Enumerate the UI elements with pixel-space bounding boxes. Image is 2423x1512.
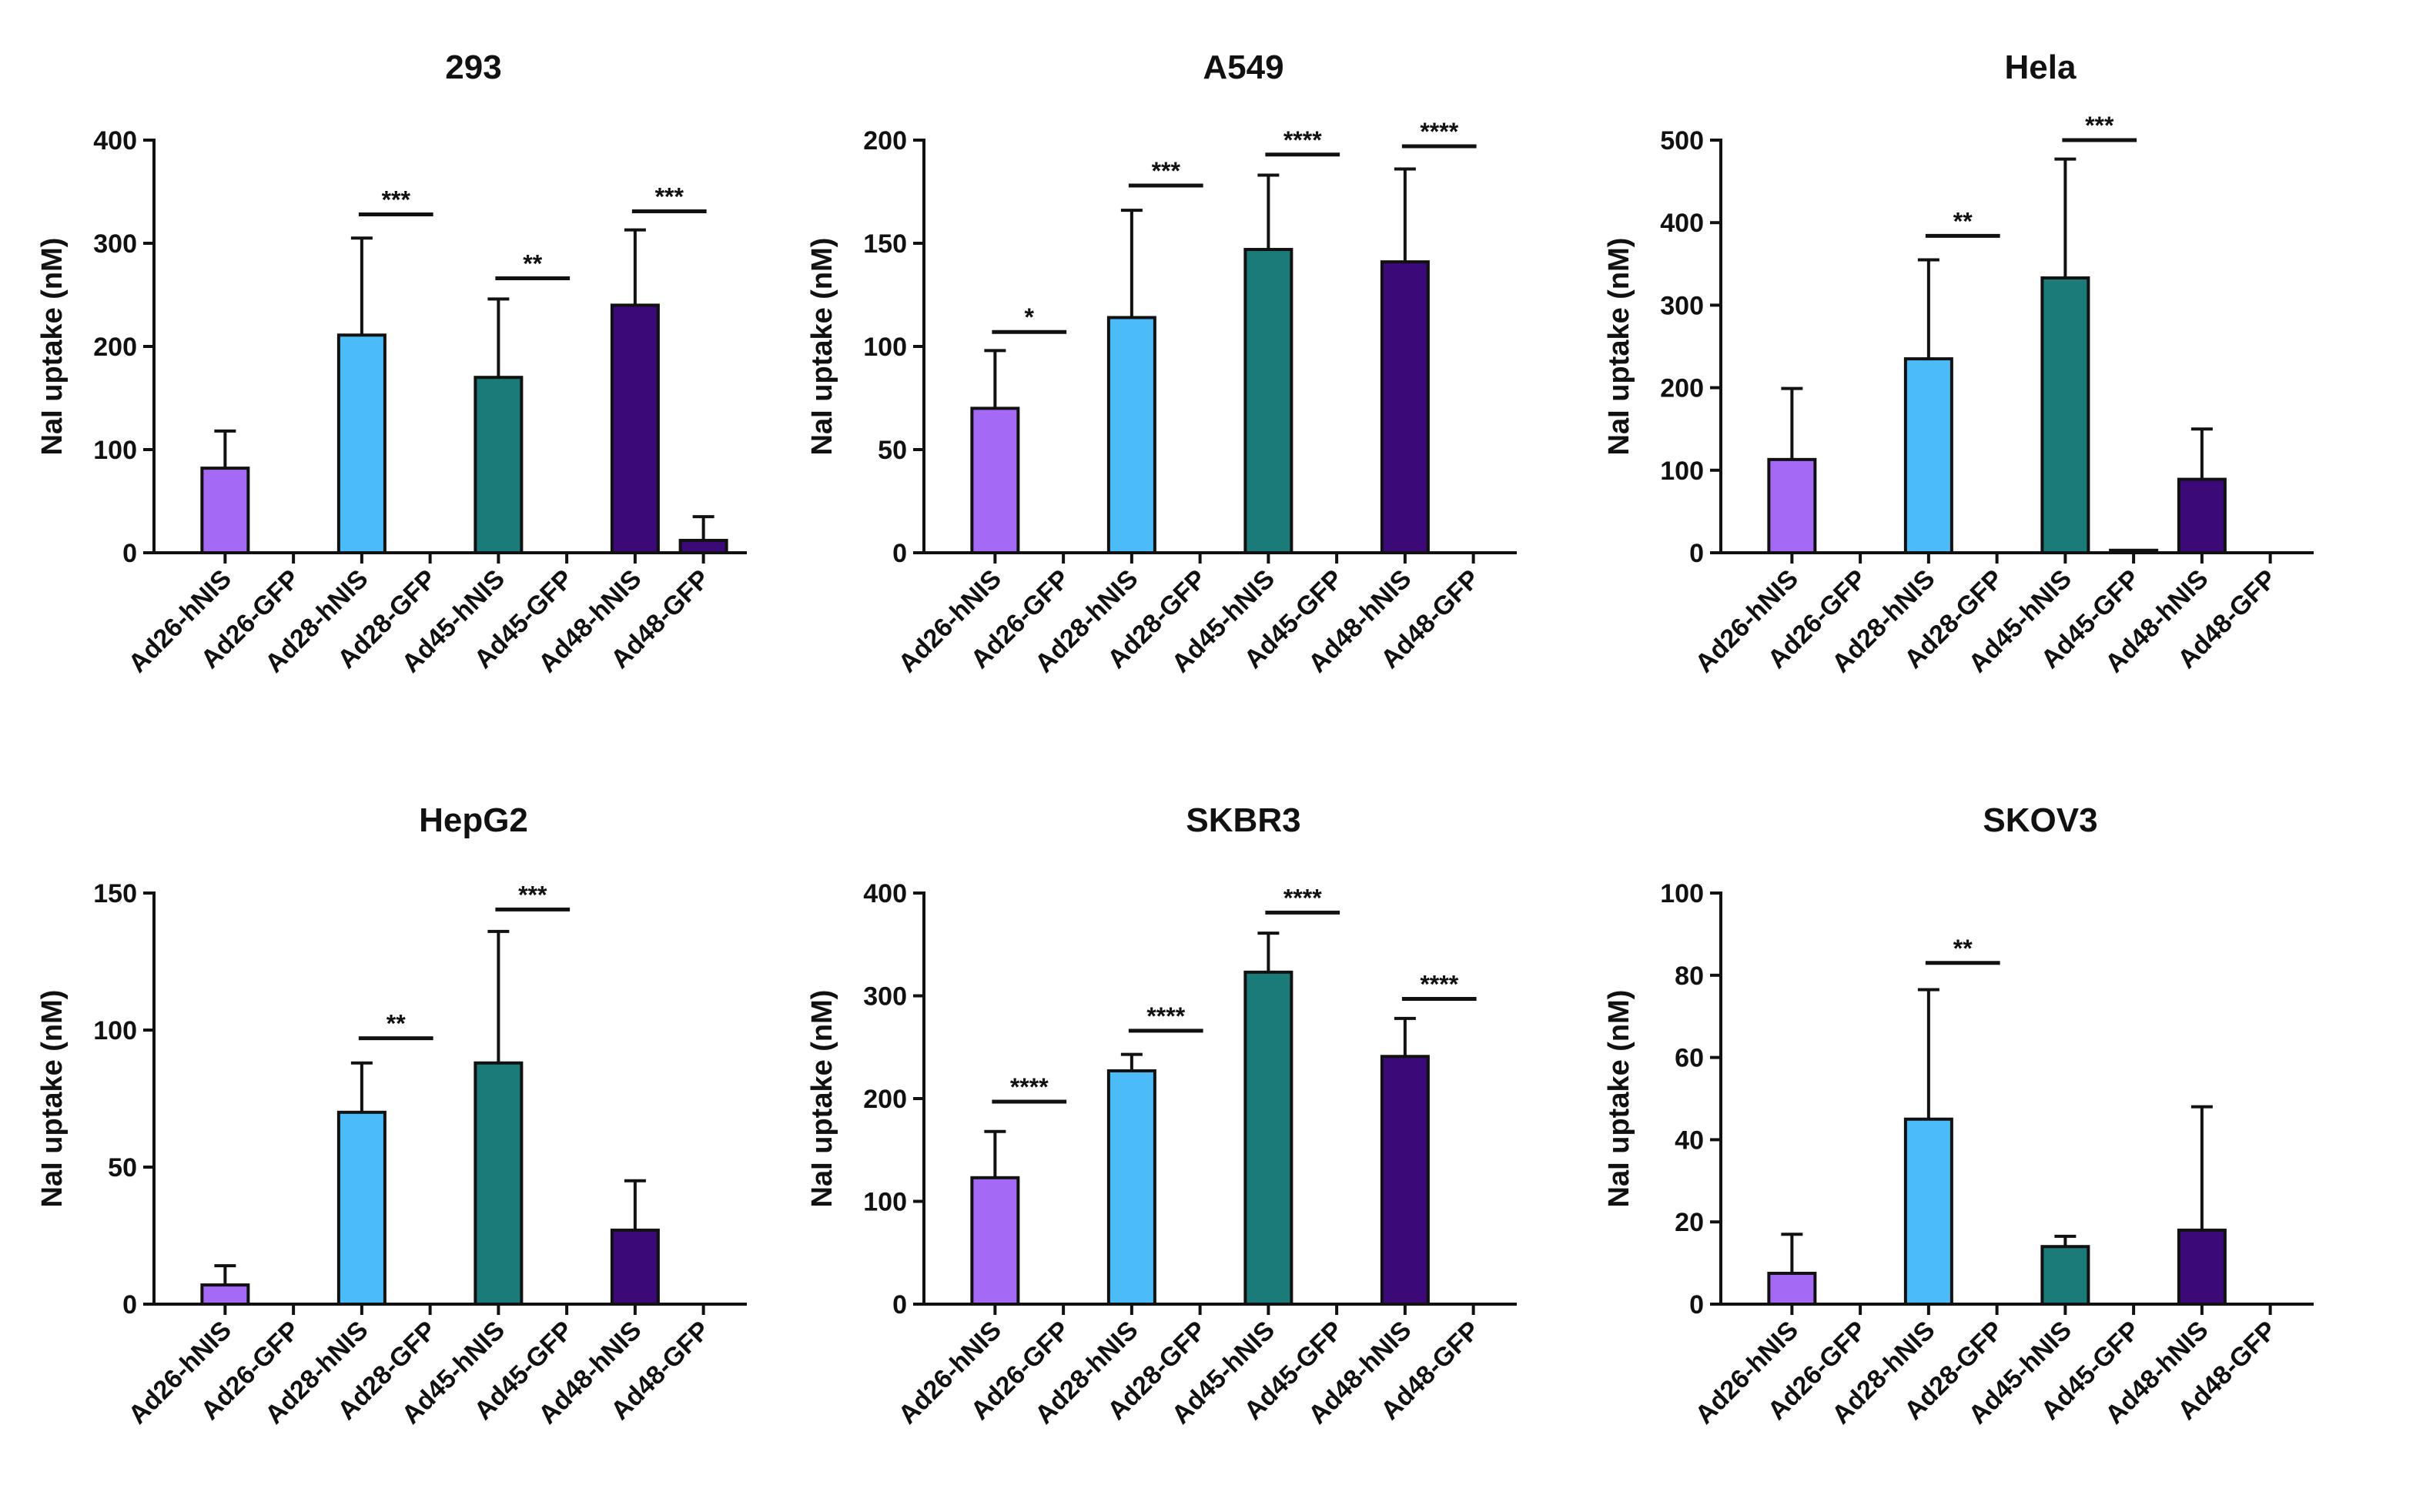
chart-title: 293 [445,49,501,86]
bar-ad28-hnis [336,333,387,554]
bar-ad26-hnis [200,467,250,554]
chart-title: SKBR3 [1186,801,1300,839]
bar-ad28-hnis [1106,316,1156,554]
y-tick-label: 0 [892,1290,907,1320]
y-tick-label: 400 [93,126,137,156]
chart-title: SKOV3 [1983,801,2097,839]
significance-label: ** [1953,935,1973,962]
y-tick-label: 400 [863,879,907,908]
y-tick-label: 20 [1675,1208,1704,1237]
y-tick-label: 0 [1689,1290,1704,1320]
y-tick-label: 300 [1660,291,1704,320]
significance-label: *** [382,186,411,213]
y-tick-label: 0 [892,539,907,568]
y-tick-label: 400 [1660,209,1704,238]
bar-ad45-hnis [1243,248,1293,554]
y-tick-label: 40 [1675,1126,1704,1155]
significance-label: ** [523,250,542,278]
bar-ad28-hnis [336,1110,387,1306]
y-tick-label: 100 [1660,457,1704,486]
bar-ad48-gfp [678,538,728,554]
y-tick-label: 60 [1675,1044,1704,1073]
y-axis-label: NaI uptake (nM) [36,238,69,456]
y-tick-label: 150 [93,879,137,908]
y-axis-label: NaI uptake (nM) [806,238,838,456]
y-axis-label: NaI uptake (nM) [36,990,69,1208]
chart-title: Hela [2005,49,2077,86]
y-tick-label: 0 [122,1290,137,1320]
significance-label: **** [1283,126,1322,154]
significance-label: *** [518,881,547,908]
significance-label: ** [1953,207,1973,235]
y-tick-label: 0 [122,539,137,568]
y-tick-label: 100 [93,1016,137,1045]
bar-ad28-hnis [1903,1117,1953,1306]
y-tick-label: 150 [863,229,907,259]
y-tick-label: 300 [93,229,137,259]
significance-label: **** [1420,971,1458,999]
bar-ad26-hnis [1767,457,1817,555]
significance-label: * [1025,303,1035,331]
y-tick-label: 0 [1689,539,1704,568]
bar-ad26-hnis [1767,1271,1817,1306]
y-axis-label: NaI uptake (nM) [806,990,838,1208]
bar-ad26-hnis [970,406,1020,555]
significance-label: *** [2085,112,2114,139]
bar-ad48-hnis [1380,260,1430,554]
bar-ad45-hnis [474,1061,524,1306]
bar-ad45-hnis [1243,970,1293,1306]
y-tick-label: 50 [878,436,907,465]
bar-ad28-hnis [1106,1069,1156,1306]
y-tick-label: 500 [1660,126,1704,156]
y-tick-label: 200 [93,333,137,362]
y-tick-label: 100 [93,436,137,465]
bar-ad26-hnis [970,1176,1020,1306]
y-axis-label: NaI uptake (nM) [1603,238,1635,456]
bar-ad45-hnis [474,376,524,555]
significance-label: *** [1152,157,1181,185]
y-tick-label: 50 [108,1153,137,1183]
bar-ad48-hnis [2177,1228,2227,1306]
y-tick-label: 200 [863,126,907,156]
bar-ad48-hnis [1380,1055,1430,1306]
significance-label: *** [655,182,684,210]
bar-ad26-hnis [200,1283,250,1306]
bar-ad45-hnis [2040,276,2090,554]
y-tick-label: 300 [863,982,907,1012]
y-tick-label: 100 [863,333,907,362]
y-tick-label: 100 [863,1188,907,1217]
bar-ad48-hnis [2177,477,2227,554]
y-tick-label: 100 [1660,879,1704,908]
chart-title: A549 [1203,49,1283,86]
significance-label: **** [1420,118,1458,146]
bar-ad45-hnis [2040,1245,2090,1306]
bar-ad48-hnis [610,303,660,554]
y-tick-label: 200 [1660,374,1704,403]
y-axis-label: NaI uptake (nM) [1603,990,1635,1208]
significance-label: ** [387,1010,406,1038]
significance-label: **** [1010,1073,1049,1101]
significance-label: **** [1146,1002,1185,1030]
bar-ad45-gfp [2109,548,2159,554]
y-tick-label: 80 [1675,962,1704,991]
bar-ad48-hnis [610,1228,660,1306]
chart-title: HepG2 [419,801,528,839]
y-tick-label: 200 [863,1085,907,1114]
significance-label: **** [1283,884,1322,912]
bar-ad28-hnis [1903,357,1953,554]
